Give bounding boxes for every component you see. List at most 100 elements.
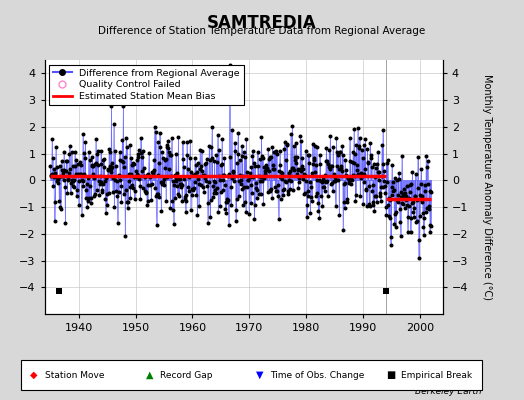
Point (177, 184, 185, 190)
Point (187, 168, 195, 175)
Point (264, 145, 272, 152)
Point (49, 182, 57, 189)
Point (210, 189, 218, 196)
Point (322, 145, 331, 152)
Point (289, 165, 298, 172)
Point (176, 176, 184, 182)
Point (208, 155, 216, 161)
Text: ◆: ◆ (30, 370, 38, 380)
Point (167, 173, 175, 179)
Point (378, 184, 387, 190)
Point (422, 152, 430, 159)
Point (139, 148, 147, 154)
Point (394, 192, 402, 198)
Point (375, 176, 383, 183)
Point (370, 160, 378, 167)
Point (334, 152, 342, 158)
Point (316, 161, 324, 168)
Point (96, 179, 105, 185)
Point (412, 219, 420, 225)
Point (231, 140, 239, 146)
Point (372, 193, 380, 200)
Point (351, 197, 359, 204)
Point (116, 149, 124, 156)
Point (296, 166, 304, 172)
Point (94, 178, 103, 184)
Point (166, 152, 174, 158)
Point (330, 171, 338, 178)
Point (409, 199, 417, 205)
Point (148, 181, 156, 188)
Point (276, 174, 285, 180)
Point (308, 169, 316, 176)
Point (384, 202, 392, 208)
Point (421, 209, 430, 215)
Point (386, 215, 394, 221)
Point (164, 144, 172, 151)
Point (391, 174, 399, 181)
Point (232, 207, 241, 214)
Point (328, 163, 336, 169)
Point (122, 187, 130, 193)
Point (253, 195, 261, 201)
Point (155, 160, 163, 166)
Point (207, 144, 215, 150)
Point (212, 189, 220, 196)
Point (306, 210, 314, 216)
Point (53, 178, 61, 185)
Point (326, 162, 335, 169)
Point (379, 127, 387, 133)
Point (99, 181, 107, 187)
Point (123, 198, 131, 205)
Point (125, 178, 133, 184)
Point (108, 163, 117, 170)
Point (108, 189, 117, 195)
Point (424, 181, 432, 187)
Point (363, 146, 372, 152)
Point (111, 177, 119, 183)
Point (68, 177, 77, 184)
Point (245, 173, 253, 179)
Point (310, 157, 318, 164)
Point (170, 182, 178, 188)
Point (242, 209, 250, 216)
Point (68, 182, 77, 189)
Point (185, 154, 194, 161)
Point (311, 169, 319, 176)
Point (88, 154, 96, 160)
Point (95, 192, 103, 198)
Point (395, 176, 403, 182)
Point (121, 232, 129, 239)
Point (196, 181, 205, 188)
Point (380, 178, 389, 184)
Point (192, 161, 200, 168)
Point (417, 181, 425, 187)
Point (75, 170, 84, 177)
Point (269, 162, 278, 168)
Point (154, 172, 162, 178)
Point (248, 152, 257, 159)
Point (290, 154, 299, 161)
Point (406, 229, 414, 235)
Point (209, 178, 217, 184)
Point (120, 164, 128, 171)
Point (285, 170, 293, 176)
Point (392, 209, 400, 215)
Point (377, 184, 385, 190)
Point (295, 179, 303, 185)
Point (265, 154, 274, 161)
Point (67, 189, 75, 196)
Point (113, 193, 122, 199)
Point (336, 163, 345, 170)
Point (252, 184, 260, 191)
Point (143, 202, 151, 208)
Point (319, 183, 327, 190)
Point (359, 201, 367, 208)
Point (232, 218, 240, 224)
Point (244, 177, 253, 183)
Point (361, 171, 369, 177)
Point (218, 135, 226, 142)
Point (164, 138, 172, 144)
Point (159, 179, 167, 185)
Point (85, 183, 94, 189)
